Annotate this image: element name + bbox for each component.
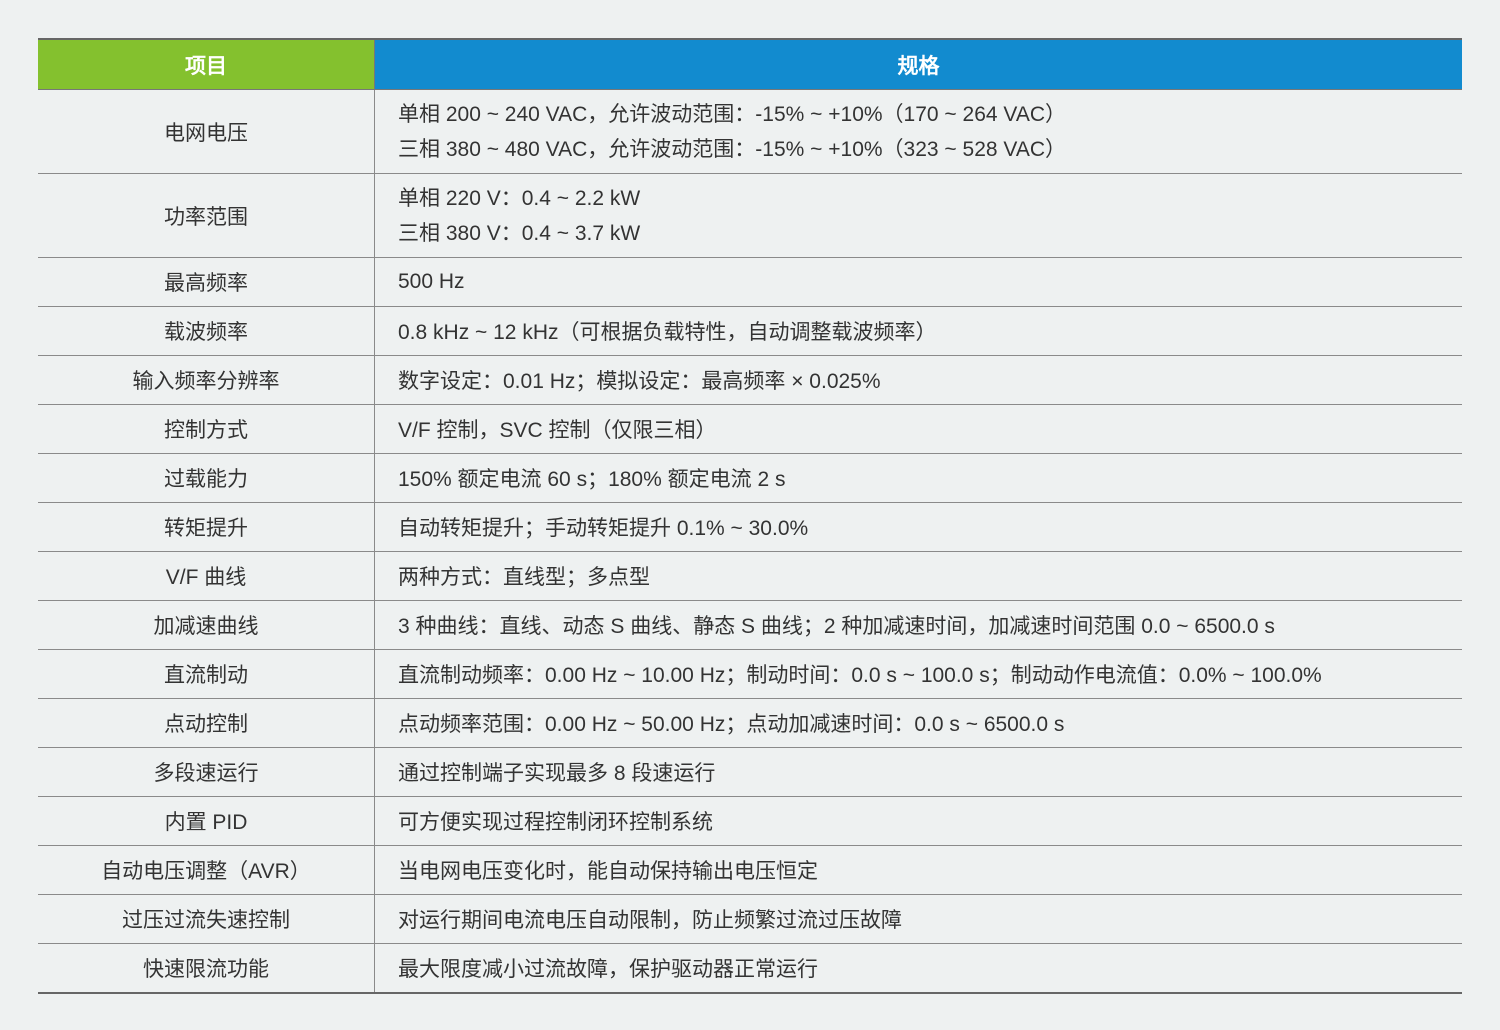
spec-line: 当电网电压变化时，能自动保持输出电压恒定 (398, 860, 818, 883)
table-row: 自动电压调整（AVR） 当电网电压变化时，能自动保持输出电压恒定 (38, 845, 1462, 895)
header-spec: 规格 (374, 38, 1462, 90)
header-item: 项目 (38, 38, 375, 90)
spec-line: 对运行期间电流电压自动限制，防止频繁过流过压故障 (398, 909, 902, 932)
spec-cell: 单相 220 V：0.4 ~ 2.2 kW 三相 380 V：0.4 ~ 3.7 … (374, 173, 1462, 258)
item-cell: 内置 PID (38, 796, 375, 846)
table-row: 最高频率 500 Hz (38, 257, 1462, 307)
table-row: 电网电压 单相 200 ~ 240 VAC，允许波动范围：-15% ~ +10%（… (38, 89, 1462, 174)
spec-cell: 0.8 kHz ~ 12 kHz（可根据负载特性，自动调整载波频率） (374, 306, 1462, 356)
spec-cell: 可方便实现过程控制闭环控制系统 (374, 796, 1462, 846)
spec-line: 两种方式：直线型；多点型 (398, 566, 650, 589)
table-row: V/F 曲线 两种方式：直线型；多点型 (38, 551, 1462, 601)
spec-cell: 通过控制端子实现最多 8 段速运行 (374, 747, 1462, 797)
spec-line: 500 Hz (398, 270, 465, 293)
item-cell: 电网电压 (38, 89, 375, 174)
item-cell: 点动控制 (38, 698, 375, 748)
table-row: 快速限流功能 最大限度减小过流故障，保护驱动器正常运行 (38, 943, 1462, 994)
spec-line: 通过控制端子实现最多 8 段速运行 (398, 762, 716, 785)
spec-cell: 直流制动频率：0.00 Hz ~ 10.00 Hz；制动时间：0.0 s ~ 1… (374, 649, 1462, 699)
spec-line: 点动频率范围：0.00 Hz ~ 50.00 Hz；点动加减速时间：0.0 s … (398, 713, 1065, 736)
item-cell: 过载能力 (38, 453, 375, 503)
item-cell: 加减速曲线 (38, 600, 375, 650)
item-cell: V/F 曲线 (38, 551, 375, 601)
table-row: 多段速运行 通过控制端子实现最多 8 段速运行 (38, 747, 1462, 797)
spec-cell: 500 Hz (374, 257, 1462, 307)
item-cell: 快速限流功能 (38, 943, 375, 994)
table-row: 输入频率分辨率 数字设定：0.01 Hz；模拟设定：最高频率 × 0.025% (38, 355, 1462, 405)
item-cell: 多段速运行 (38, 747, 375, 797)
spec-line: 3 种曲线：直线、动态 S 曲线、静态 S 曲线；2 种加减速时间，加减速时间范… (398, 615, 1275, 638)
item-cell: 直流制动 (38, 649, 375, 699)
spec-cell: 单相 200 ~ 240 VAC，允许波动范围：-15% ~ +10%（170 … (374, 89, 1462, 174)
table-row: 过压过流失速控制 对运行期间电流电压自动限制，防止频繁过流过压故障 (38, 894, 1462, 944)
spec-cell: 点动频率范围：0.00 Hz ~ 50.00 Hz；点动加减速时间：0.0 s … (374, 698, 1462, 748)
spec-line: 0.8 kHz ~ 12 kHz（可根据负载特性，自动调整载波频率） (398, 321, 937, 344)
spec-line: 最大限度减小过流故障，保护驱动器正常运行 (398, 958, 818, 981)
spec-cell: 两种方式：直线型；多点型 (374, 551, 1462, 601)
table-row: 内置 PID 可方便实现过程控制闭环控制系统 (38, 796, 1462, 846)
item-cell: 控制方式 (38, 404, 375, 454)
spec-cell: 数字设定：0.01 Hz；模拟设定：最高频率 × 0.025% (374, 355, 1462, 405)
spec-line: 单相 220 V：0.4 ~ 2.2 kW (398, 186, 641, 210)
table-row: 点动控制 点动频率范围：0.00 Hz ~ 50.00 Hz；点动加减速时间：0.… (38, 698, 1462, 748)
spec-line: 直流制动频率：0.00 Hz ~ 10.00 Hz；制动时间：0.0 s ~ 1… (398, 664, 1322, 687)
table-row: 加减速曲线 3 种曲线：直线、动态 S 曲线、静态 S 曲线；2 种加减速时间，加… (38, 600, 1462, 650)
item-cell: 转矩提升 (38, 502, 375, 552)
table-row: 载波频率 0.8 kHz ~ 12 kHz（可根据负载特性，自动调整载波频率） (38, 306, 1462, 356)
spec-cell: 150% 额定电流 60 s；180% 额定电流 2 s (374, 453, 1462, 503)
spec-cell: 当电网电压变化时，能自动保持输出电压恒定 (374, 845, 1462, 895)
spec-cell: 最大限度减小过流故障，保护驱动器正常运行 (374, 943, 1462, 994)
table-row: 直流制动 直流制动频率：0.00 Hz ~ 10.00 Hz；制动时间：0.0 s… (38, 649, 1462, 699)
item-cell: 过压过流失速控制 (38, 894, 375, 944)
spec-cell: 对运行期间电流电压自动限制，防止频繁过流过压故障 (374, 894, 1462, 944)
table-row: 转矩提升 自动转矩提升；手动转矩提升 0.1% ~ 30.0% (38, 502, 1462, 552)
table-row: 控制方式 V/F 控制，SVC 控制（仅限三相） (38, 404, 1462, 454)
table-row: 功率范围 单相 220 V：0.4 ~ 2.2 kW 三相 380 V：0.4 ~ … (38, 173, 1462, 258)
spec-table: 项目 规格 电网电压 单相 200 ~ 240 VAC，允许波动范围：-15% ~… (38, 38, 1462, 994)
spec-line: V/F 控制，SVC 控制（仅限三相） (398, 419, 717, 442)
spec-cell: V/F 控制，SVC 控制（仅限三相） (374, 404, 1462, 454)
table-row: 过载能力 150% 额定电流 60 s；180% 额定电流 2 s (38, 453, 1462, 503)
table-header-row: 项目 规格 (38, 38, 1462, 90)
item-cell: 最高频率 (38, 257, 375, 307)
spec-cell: 3 种曲线：直线、动态 S 曲线、静态 S 曲线；2 种加减速时间，加减速时间范… (374, 600, 1462, 650)
spec-line: 三相 380 ~ 480 VAC，允许波动范围：-15% ~ +10%（323 … (398, 137, 1067, 161)
spec-line: 数字设定：0.01 Hz；模拟设定：最高频率 × 0.025% (398, 370, 881, 393)
item-cell: 输入频率分辨率 (38, 355, 375, 405)
item-cell: 载波频率 (38, 306, 375, 356)
spec-line: 可方便实现过程控制闭环控制系统 (398, 811, 713, 834)
spec-line: 单相 200 ~ 240 VAC，允许波动范围：-15% ~ +10%（170 … (398, 102, 1067, 126)
spec-cell: 自动转矩提升；手动转矩提升 0.1% ~ 30.0% (374, 502, 1462, 552)
spec-line: 三相 380 V：0.4 ~ 3.7 kW (398, 221, 641, 245)
spec-line: 自动转矩提升；手动转矩提升 0.1% ~ 30.0% (398, 517, 809, 540)
spec-line: 150% 额定电流 60 s；180% 额定电流 2 s (398, 468, 786, 491)
item-cell: 功率范围 (38, 173, 375, 258)
item-cell: 自动电压调整（AVR） (38, 845, 375, 895)
